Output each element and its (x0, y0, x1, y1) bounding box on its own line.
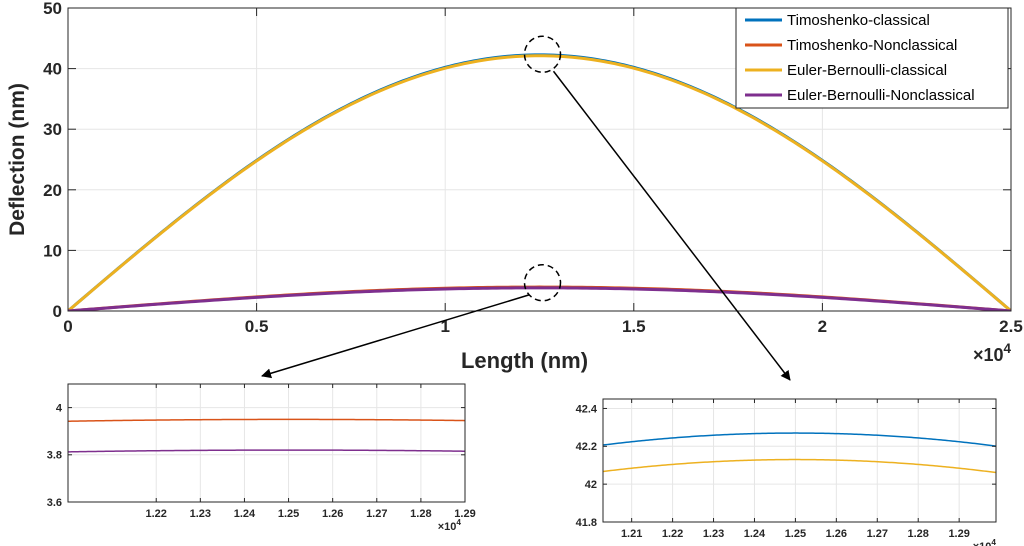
series-line-euler-nonclassical (68, 449, 465, 453)
x-axis-exponent: ×104 (973, 538, 997, 546)
y-tick-label: 42.2 (576, 441, 597, 453)
x-tick-label: 1.24 (234, 508, 256, 520)
y-tick-label: 3.6 (47, 497, 62, 509)
x-tick-label: 1.24 (744, 528, 766, 540)
x-tick-label: 1.27 (366, 508, 387, 520)
zoom-circle-classical (523, 35, 562, 74)
y-tick-label: 4 (56, 402, 63, 414)
x-tick-label: 1.23 (703, 528, 724, 540)
x-axis-label: Length (nm) (461, 348, 588, 373)
zoom-annotations (261, 35, 791, 381)
y-axis-label: Deflection (nm) (6, 83, 29, 236)
x-axis-exponent: ×104 (438, 518, 462, 533)
x-tick-label: 2 (818, 317, 827, 336)
axes-frame (602, 398, 997, 523)
series-line-euler-classical (68, 54, 1011, 311)
x-axis-exponent: ×104 (973, 341, 1012, 365)
x-tick-label: 0 (63, 317, 72, 336)
y-tick-label: 0 (53, 302, 62, 321)
y-tick-label: 40 (43, 60, 62, 79)
series-line-timoshenko-classical (603, 432, 996, 447)
y-tick-label: 30 (43, 120, 62, 139)
plot-area (603, 399, 996, 522)
x-tick-label: 1.26 (322, 508, 343, 520)
y-tick-label: 42 (585, 479, 597, 491)
x-tick-label: 1.29 (948, 528, 969, 540)
x-tick-label: 1.5 (622, 317, 646, 336)
y-tick-label: 3.8 (47, 450, 62, 462)
x-tick-label: 1.25 (278, 508, 299, 520)
legend-entry: Timoshenko-classical (787, 12, 930, 29)
x-tick-label: 1.23 (190, 508, 211, 520)
zoom-circle-nonclassical (523, 264, 562, 302)
series-line-euler-classical (603, 458, 996, 474)
x-tick-label: 1.22 (146, 508, 167, 520)
y-tick-label: 42.4 (576, 403, 598, 415)
plot-area (68, 384, 465, 502)
zoom-arrow-classical (552, 70, 791, 381)
x-tick-label: 1.27 (867, 528, 888, 540)
y-tick-label: 41.8 (576, 517, 597, 529)
x-tick-label: 1.26 (826, 528, 847, 540)
legend-box (735, 7, 1009, 109)
axes-frame (67, 383, 466, 503)
x-tick-label: 0.5 (245, 317, 269, 336)
x-tick-label: 2.5 (999, 317, 1023, 336)
x-tick-label: 1.28 (410, 508, 431, 520)
x-tick-label: 1.29 (454, 508, 475, 520)
legend-entry: Euler-Bernoulli-Nonclassical (787, 87, 975, 104)
zoom-plot-nonclassical: 1.22 1.23 1.24 1.25 1.26 1.27 1.28 1.29 3.6 3.8 4 ×… (47, 383, 476, 533)
zoom-plot-classical: 1.21 1.22 1.23 1.24 1.25 1.26 1.27 1.28 1.29 41.8… (576, 398, 997, 546)
legend-entry: Timoshenko-Nonclassical (787, 37, 957, 54)
x-tick-label: 1.25 (785, 528, 806, 540)
y-tick-label: 50 (43, 0, 62, 18)
legend: Timoshenko-classical Timoshenko-Nonclassi… (735, 7, 1009, 109)
axes-frame (67, 7, 1012, 312)
zoom-arrow-nonclassical (261, 294, 530, 379)
x-tick-label: 1.28 (908, 528, 929, 540)
series-line-euler-nonclassical (68, 286, 1011, 311)
x-tick-label: 1.21 (621, 528, 642, 540)
x-tick-label: 1.22 (662, 528, 683, 540)
legend-entry: Euler-Bernoulli-classical (787, 62, 947, 79)
main-plot: 0 0.5 1 1.5 2 2.5 0 10 20 30 40 50 ×104 Length (nm) De… (6, 0, 1023, 373)
y-tick-label: 10 (43, 241, 62, 260)
series-line-timoshenko-nonclassical (68, 418, 465, 422)
x-tick-label: 1 (440, 317, 449, 336)
y-tick-label: 20 (43, 181, 62, 200)
